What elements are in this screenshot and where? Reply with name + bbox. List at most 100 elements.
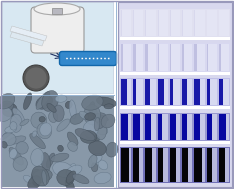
Bar: [207, 148, 212, 182]
Ellipse shape: [58, 145, 63, 152]
Bar: [182, 114, 187, 140]
Ellipse shape: [13, 108, 25, 123]
Ellipse shape: [16, 142, 28, 154]
Bar: [120, 106, 230, 109]
Ellipse shape: [101, 114, 115, 128]
Bar: [171, 10, 180, 36]
Bar: [139, 148, 143, 182]
Ellipse shape: [98, 160, 108, 170]
Bar: [120, 147, 230, 183]
Circle shape: [73, 57, 76, 60]
Bar: [158, 148, 163, 182]
Bar: [208, 44, 217, 71]
Ellipse shape: [33, 169, 52, 182]
Ellipse shape: [57, 170, 75, 185]
Bar: [212, 114, 217, 140]
Bar: [146, 114, 151, 140]
Bar: [121, 114, 128, 140]
Bar: [184, 44, 192, 71]
Bar: [194, 79, 200, 105]
Circle shape: [96, 57, 99, 60]
Bar: [171, 44, 180, 71]
Bar: [121, 10, 131, 36]
Ellipse shape: [68, 142, 77, 151]
Circle shape: [81, 57, 83, 60]
Bar: [219, 44, 221, 71]
Ellipse shape: [65, 101, 72, 108]
Bar: [200, 79, 205, 105]
Bar: [121, 79, 127, 105]
Ellipse shape: [85, 113, 95, 120]
Bar: [207, 114, 212, 140]
Bar: [219, 114, 226, 140]
Ellipse shape: [86, 133, 100, 141]
Bar: [134, 10, 143, 36]
Ellipse shape: [88, 155, 97, 168]
Ellipse shape: [67, 132, 78, 146]
Bar: [187, 79, 192, 105]
Circle shape: [92, 57, 95, 60]
Bar: [120, 113, 230, 141]
Bar: [148, 44, 156, 71]
Polygon shape: [10, 32, 44, 46]
Circle shape: [77, 57, 80, 60]
Ellipse shape: [31, 169, 42, 186]
Bar: [120, 9, 230, 37]
Ellipse shape: [89, 102, 95, 113]
Ellipse shape: [13, 157, 27, 171]
Ellipse shape: [2, 103, 17, 117]
Bar: [128, 114, 131, 140]
Bar: [152, 148, 156, 182]
Bar: [140, 114, 143, 140]
FancyBboxPatch shape: [59, 51, 117, 66]
Bar: [151, 114, 156, 140]
Ellipse shape: [42, 170, 47, 185]
Bar: [221, 44, 229, 71]
Bar: [194, 148, 202, 182]
Bar: [173, 79, 180, 105]
Ellipse shape: [0, 101, 13, 111]
Bar: [159, 10, 168, 36]
Ellipse shape: [28, 176, 41, 189]
Bar: [120, 37, 230, 40]
Circle shape: [85, 57, 87, 60]
Bar: [210, 79, 217, 105]
Bar: [219, 10, 229, 36]
Ellipse shape: [96, 121, 107, 140]
Ellipse shape: [5, 126, 17, 133]
Ellipse shape: [96, 97, 117, 107]
Bar: [226, 114, 229, 140]
Bar: [118, 2, 232, 187]
Ellipse shape: [51, 153, 69, 162]
Ellipse shape: [94, 172, 111, 184]
Ellipse shape: [10, 122, 17, 130]
Bar: [2, 96, 114, 187]
Bar: [207, 79, 210, 105]
Ellipse shape: [91, 163, 98, 172]
Bar: [219, 79, 223, 105]
Ellipse shape: [9, 147, 23, 165]
Bar: [146, 148, 152, 182]
Bar: [182, 44, 184, 71]
Bar: [3, 3, 113, 93]
Bar: [187, 114, 192, 140]
Ellipse shape: [36, 95, 53, 109]
Ellipse shape: [48, 111, 58, 122]
Ellipse shape: [20, 119, 29, 126]
Bar: [150, 79, 156, 105]
Bar: [133, 79, 136, 105]
Ellipse shape: [104, 104, 113, 109]
Bar: [2, 2, 114, 94]
Bar: [136, 79, 143, 105]
Ellipse shape: [53, 105, 64, 122]
Ellipse shape: [53, 162, 74, 178]
Bar: [194, 114, 200, 140]
Bar: [197, 44, 205, 71]
Ellipse shape: [55, 95, 67, 102]
Bar: [194, 44, 197, 71]
Bar: [195, 10, 205, 36]
Circle shape: [70, 57, 72, 60]
Bar: [188, 148, 192, 182]
Bar: [146, 44, 148, 71]
Ellipse shape: [47, 103, 56, 112]
